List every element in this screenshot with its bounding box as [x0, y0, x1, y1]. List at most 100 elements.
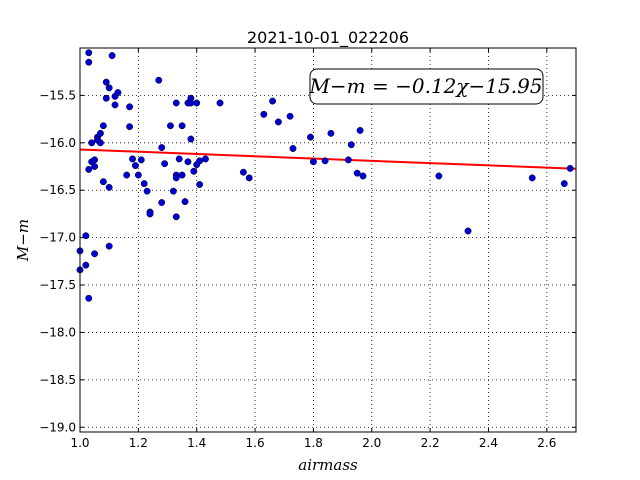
- axis-ticks: 1.0 1.2 1.4 1.6 1.8 2.0 2.2 2.4 2.6 −15.5 −16.0 −16…: [39, 48, 576, 450]
- y-tick-label: −18.0: [39, 325, 76, 339]
- data-point: [105, 242, 113, 250]
- data-point: [146, 210, 154, 218]
- x-axis-label: airmass: [298, 456, 358, 474]
- data-point: [359, 172, 367, 180]
- data-point: [353, 169, 361, 177]
- data-point: [356, 127, 364, 134]
- data-point: [91, 156, 99, 164]
- data-point: [82, 232, 90, 240]
- data-point: [111, 101, 119, 109]
- data-points: [76, 49, 574, 302]
- data-point: [96, 129, 104, 137]
- data-point: [202, 155, 209, 163]
- data-point: [166, 122, 174, 130]
- data-point: [102, 78, 110, 86]
- data-point: [85, 294, 93, 302]
- plot-area: [80, 48, 576, 432]
- data-point: [260, 110, 268, 118]
- data-point: [216, 99, 224, 107]
- x-tick-label: 1.6: [246, 436, 265, 450]
- data-point: [96, 139, 104, 147]
- data-point: [85, 49, 93, 57]
- data-point: [105, 183, 113, 191]
- data-point: [196, 157, 204, 165]
- data-point: [105, 84, 113, 92]
- equation-box: M−m = −0.12χ−15.95: [308, 68, 544, 105]
- data-point: [178, 122, 186, 130]
- data-point: [286, 112, 294, 120]
- x-tick-label: 1.2: [129, 436, 148, 450]
- data-point: [114, 89, 122, 97]
- data-point: [99, 122, 107, 130]
- data-point: [126, 123, 134, 131]
- equation-annotation: M−m = −0.12χ−15.95: [308, 74, 542, 98]
- data-point: [137, 156, 145, 164]
- data-point: [155, 76, 163, 84]
- data-point: [158, 199, 166, 206]
- data-point: [309, 158, 317, 166]
- data-point: [158, 144, 166, 152]
- data-point: [187, 99, 195, 107]
- y-tick-label: −16.5: [39, 183, 76, 197]
- data-point: [102, 94, 110, 102]
- x-tick-label: 1.8: [304, 436, 323, 450]
- y-tick-label: −15.5: [39, 88, 76, 102]
- data-point: [307, 133, 314, 141]
- data-point: [327, 129, 335, 137]
- data-point: [289, 145, 297, 152]
- data-point: [528, 174, 536, 182]
- x-tick-label: 1.0: [70, 436, 89, 450]
- data-point: [245, 174, 253, 182]
- x-tick-label: 2.4: [479, 436, 498, 450]
- data-point: [134, 171, 142, 179]
- y-tick-label: −16.0: [39, 136, 76, 150]
- x-tick-label: 2.0: [362, 436, 381, 450]
- data-point: [239, 168, 247, 176]
- equation-box-frame: [309, 68, 544, 105]
- data-point: [321, 157, 329, 165]
- data-point: [178, 171, 186, 179]
- plot-frame: [79, 47, 577, 433]
- data-point: [161, 160, 169, 168]
- data-point: [172, 174, 180, 182]
- data-point: [269, 97, 277, 105]
- data-point: [131, 162, 139, 170]
- data-point: [99, 178, 107, 186]
- data-point: [435, 172, 443, 180]
- y-axis-label: M−m: [14, 219, 32, 262]
- y-tick-label: −17.5: [39, 278, 76, 292]
- data-point: [126, 103, 134, 111]
- data-point: [274, 118, 282, 126]
- data-point: [129, 155, 136, 163]
- data-point: [560, 180, 568, 188]
- chart-title: 2021-10-01_022206: [247, 28, 409, 48]
- data-point: [184, 158, 192, 166]
- y-tick-label: −17.0: [39, 231, 76, 245]
- data-point: [143, 187, 151, 195]
- x-tick-label: 1.4: [187, 436, 206, 450]
- data-point: [85, 58, 93, 66]
- data-point: [123, 171, 131, 179]
- data-point: [187, 135, 195, 143]
- data-point: [196, 181, 204, 188]
- y-tick-label: −19.0: [39, 420, 76, 434]
- data-point: [91, 163, 99, 170]
- data-point: [181, 198, 189, 206]
- data-point: [344, 156, 352, 164]
- data-point: [464, 227, 472, 235]
- data-point: [108, 52, 116, 60]
- data-point: [175, 155, 183, 163]
- data-point: [169, 187, 177, 195]
- data-point: [193, 99, 201, 107]
- data-point: [91, 250, 99, 258]
- x-tick-label: 2.6: [537, 436, 556, 450]
- data-point: [347, 141, 355, 149]
- data-point: [190, 167, 198, 175]
- x-tick-label: 2.2: [421, 436, 440, 450]
- data-point: [85, 165, 93, 173]
- data-point: [140, 180, 148, 188]
- data-point: [172, 99, 180, 107]
- y-tick-label: −18.5: [39, 373, 76, 387]
- data-point: [82, 261, 90, 269]
